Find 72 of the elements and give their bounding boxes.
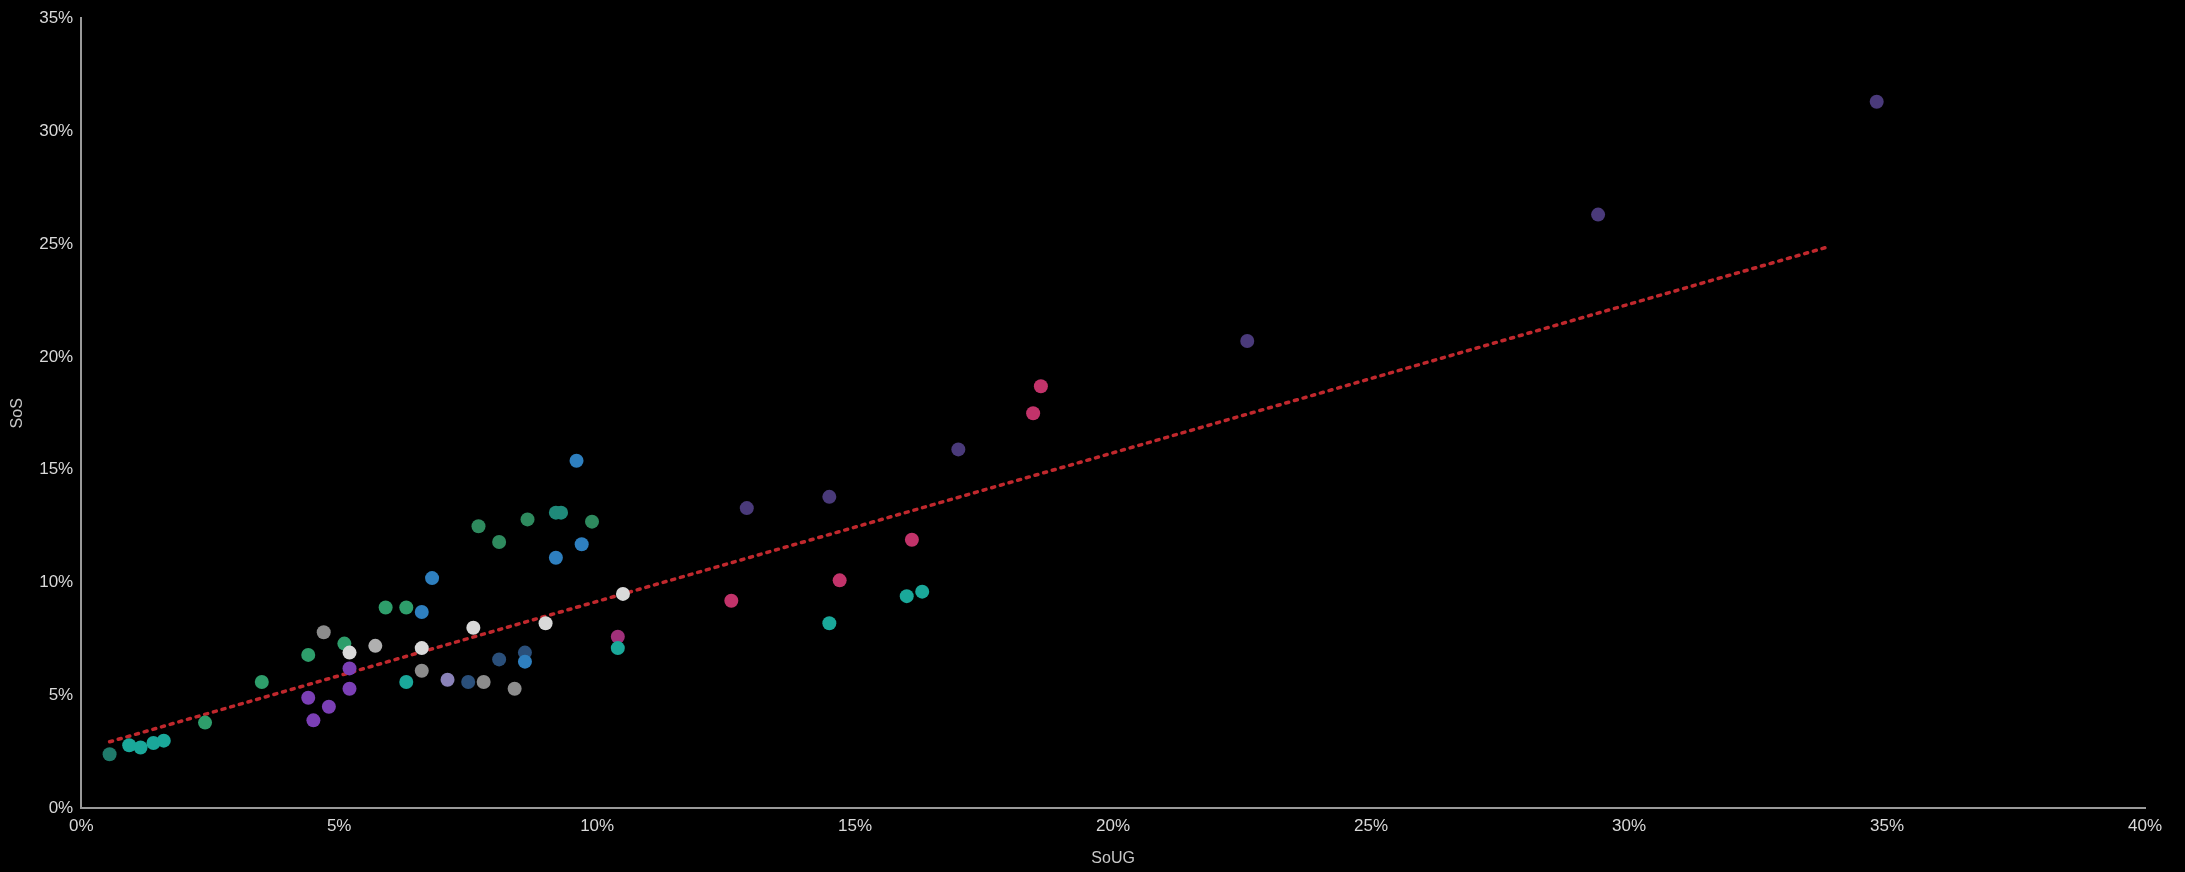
y-tick-label: 35% xyxy=(39,7,74,27)
y-axis-title: SoS xyxy=(8,398,26,429)
point xyxy=(461,674,476,689)
point xyxy=(321,699,336,714)
point xyxy=(378,600,393,615)
point xyxy=(342,661,357,676)
y-tick-label: 5% xyxy=(48,685,74,705)
point xyxy=(301,647,316,662)
point xyxy=(1240,334,1255,349)
point xyxy=(414,663,429,678)
point xyxy=(492,534,507,549)
point xyxy=(1591,207,1606,222)
point xyxy=(198,715,213,730)
point xyxy=(306,713,321,728)
point xyxy=(254,674,269,689)
point xyxy=(122,738,137,753)
point xyxy=(610,641,625,656)
x-tick-label: 15% xyxy=(838,816,873,836)
point xyxy=(904,532,919,547)
point xyxy=(342,645,357,660)
x-tick-label: 20% xyxy=(1096,816,1131,836)
point xyxy=(342,681,357,696)
point xyxy=(316,625,331,640)
point xyxy=(102,747,117,762)
point xyxy=(1026,406,1041,421)
point xyxy=(492,652,507,667)
point xyxy=(517,654,532,669)
x-tick-label: 5% xyxy=(326,816,352,836)
x-tick-label: 25% xyxy=(1354,816,1389,836)
point xyxy=(399,600,414,615)
point xyxy=(425,571,440,586)
point xyxy=(399,674,414,689)
point xyxy=(574,537,589,552)
x-tick-label: 10% xyxy=(580,816,615,836)
point xyxy=(301,690,316,705)
point xyxy=(915,584,930,599)
point xyxy=(615,586,630,601)
x-tick-label: 35% xyxy=(1870,816,1905,836)
x-tick-label: 0% xyxy=(68,816,94,836)
point xyxy=(822,616,837,631)
x-tick-label: 40% xyxy=(2127,816,2163,836)
point xyxy=(899,589,914,604)
point xyxy=(538,616,553,631)
y-tick-label: 0% xyxy=(48,798,74,818)
point xyxy=(507,681,522,696)
y-tick-label: 25% xyxy=(39,233,74,253)
point xyxy=(520,512,535,527)
point xyxy=(1033,379,1048,394)
point xyxy=(569,453,584,468)
point xyxy=(414,604,429,619)
x-tick-label: 30% xyxy=(1612,816,1647,836)
y-tick-label: 20% xyxy=(39,346,74,366)
point xyxy=(471,519,486,534)
point xyxy=(951,442,966,457)
point xyxy=(739,501,754,516)
x-axis-title: SoUG xyxy=(1091,848,1135,866)
point xyxy=(440,672,455,687)
y-tick-label: 15% xyxy=(39,459,74,479)
point xyxy=(368,638,383,653)
point xyxy=(548,550,563,565)
point xyxy=(466,620,481,635)
y-tick-label: 10% xyxy=(39,572,74,592)
point xyxy=(724,593,739,608)
point xyxy=(156,733,171,748)
point xyxy=(133,740,148,755)
point xyxy=(476,674,491,689)
point xyxy=(1869,94,1884,109)
point xyxy=(414,641,429,656)
point xyxy=(822,489,837,504)
y-tick-label: 30% xyxy=(39,120,74,140)
point xyxy=(585,514,600,529)
point xyxy=(832,573,847,588)
